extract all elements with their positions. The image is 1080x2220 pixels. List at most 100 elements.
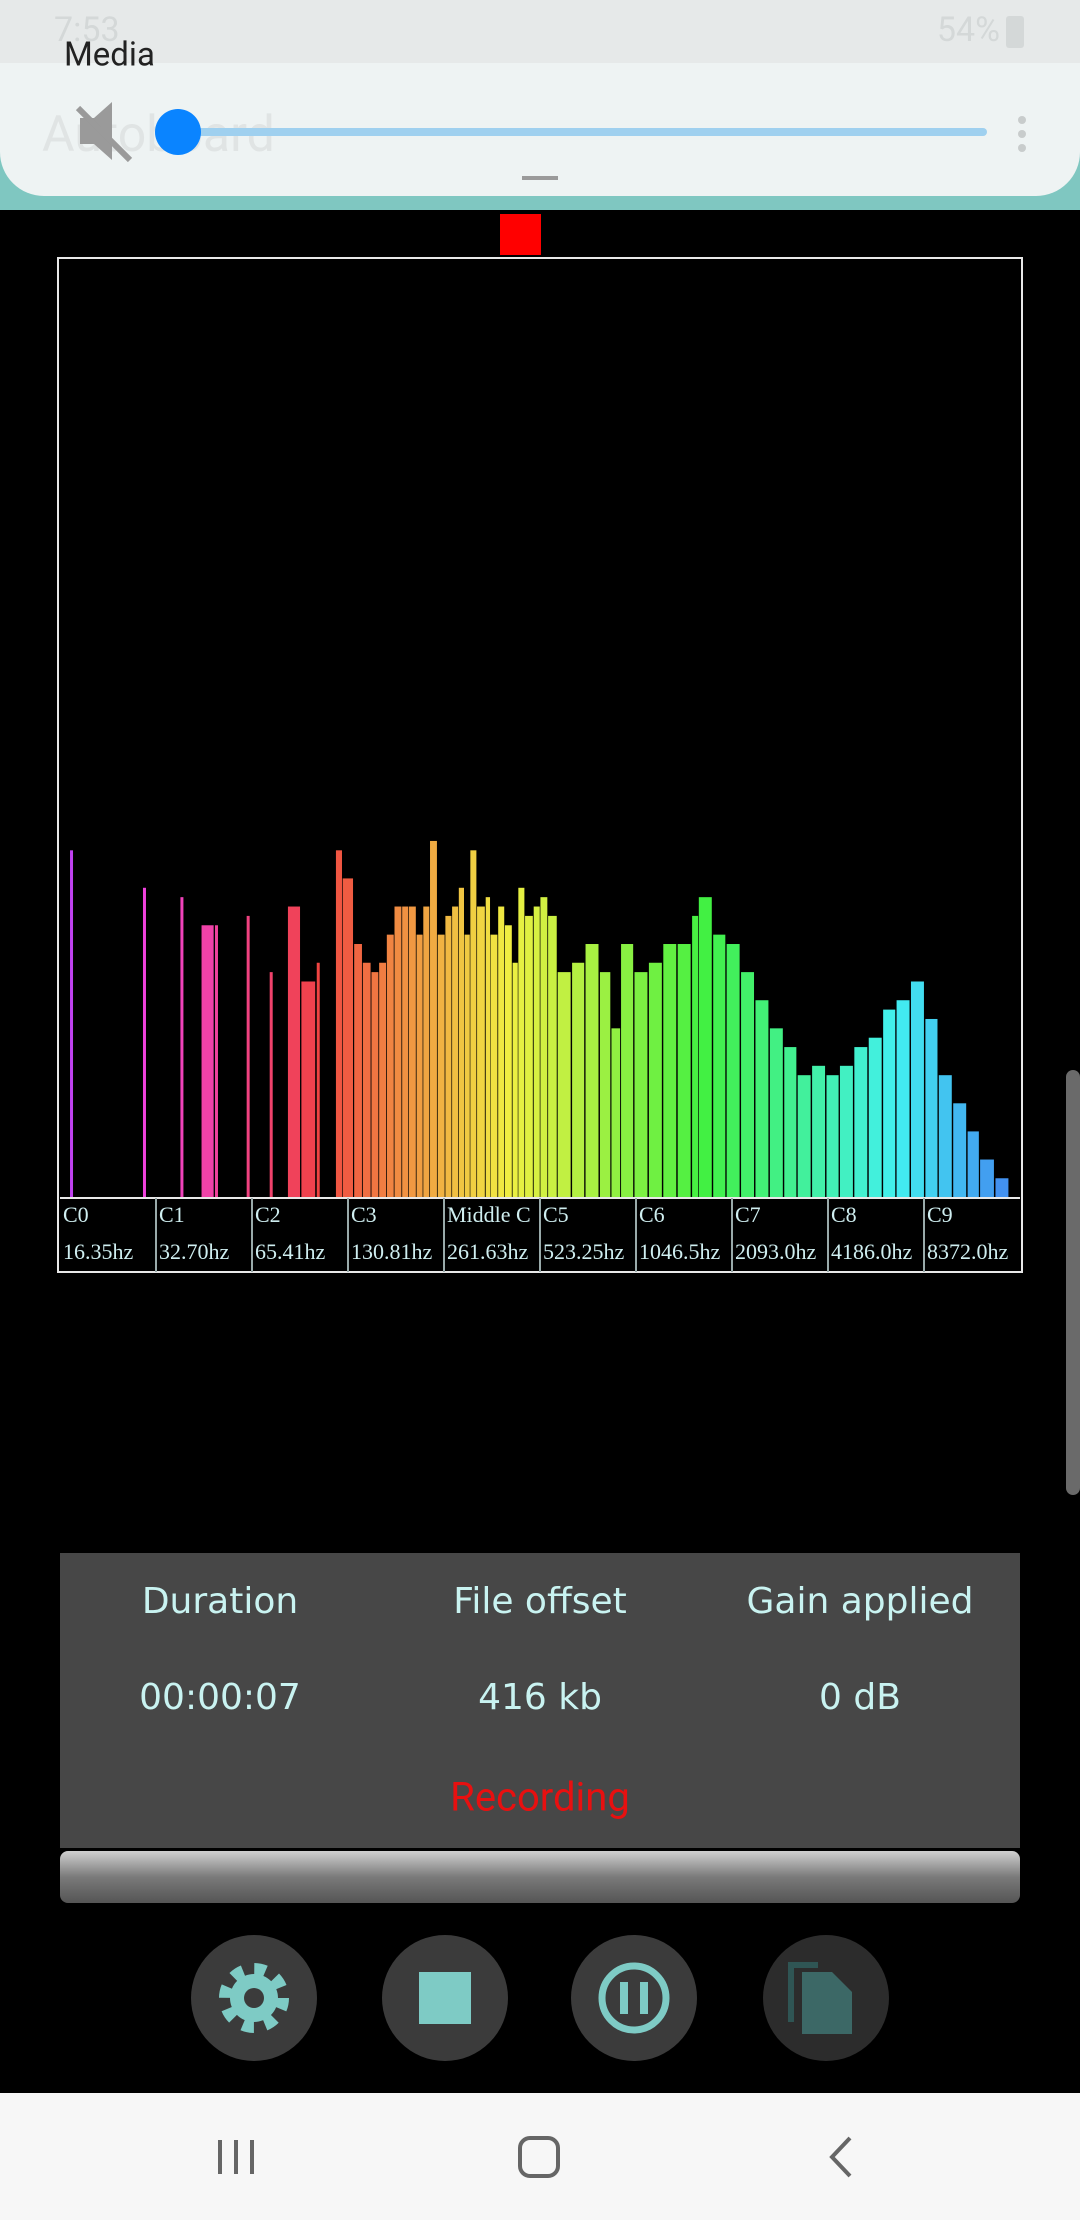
- spectrum-bar: [452, 906, 459, 1197]
- spectrum-bar: [995, 1178, 1009, 1197]
- spectrum-bar: [599, 972, 611, 1197]
- status-time: 7:53: [54, 10, 120, 50]
- stats-panel: [60, 1553, 1020, 1848]
- spectrum-bar: [726, 944, 740, 1197]
- spectrum-bar: [287, 906, 301, 1197]
- spectrum-bar: [611, 1028, 621, 1197]
- spectrum-bar: [402, 906, 409, 1197]
- spectrum-bar: [540, 897, 548, 1197]
- spectrum-bar: [386, 934, 394, 1197]
- spectrum-bar: [525, 915, 533, 1197]
- pause-button[interactable]: [571, 1935, 697, 2061]
- spectrum-bar: [967, 1131, 979, 1197]
- settings-button[interactable]: [191, 1935, 317, 2061]
- spectrum-bar: [470, 850, 477, 1197]
- spectrum-bar: [180, 897, 184, 1197]
- stat-value: 0 dB: [819, 1677, 901, 1718]
- note-label: C5: [543, 1202, 569, 1227]
- stat-label: Duration: [142, 1581, 298, 1622]
- freq-label: 523.25hz: [543, 1239, 625, 1264]
- spectrum-bar: [430, 840, 437, 1197]
- spectrum-bar: [518, 887, 525, 1197]
- spectrum-bar: [621, 944, 634, 1197]
- spectrum-bar: [812, 1065, 826, 1197]
- spectrum-bar: [883, 1009, 896, 1197]
- spectrum-bar: [634, 972, 648, 1197]
- spectrum-bar: [485, 897, 491, 1197]
- spectrum-bar: [769, 1028, 783, 1197]
- level-indicator: [500, 214, 541, 255]
- back-button[interactable]: [829, 2136, 852, 2178]
- note-label: C7: [735, 1202, 761, 1227]
- freq-label: 8372.0hz: [927, 1239, 1009, 1264]
- spectrum-bar: [839, 1065, 853, 1197]
- spectrum-bar: [464, 934, 470, 1197]
- spectrum-bar: [246, 915, 250, 1197]
- note-label: C6: [639, 1202, 665, 1227]
- media-title: Media: [64, 36, 155, 75]
- spectrum-bar: [910, 981, 924, 1197]
- spectrum-bar: [784, 1047, 797, 1197]
- freq-label: 261.63hz: [447, 1239, 529, 1264]
- stat-label: Gain applied: [747, 1581, 974, 1622]
- battery-icon: [1006, 16, 1024, 48]
- spectrum-labels: C0 16.35hz C1 32.70hz C2 65.41hz C3 130.81hz Mid…: [63, 1198, 1009, 1272]
- spectrum-bar: [490, 934, 498, 1197]
- spectrum-bar: [512, 962, 518, 1197]
- spectrum-bar: [648, 962, 662, 1197]
- spectrum-bar: [663, 944, 677, 1197]
- spectrum-bar: [316, 962, 320, 1197]
- more-icon[interactable]: [1018, 116, 1026, 152]
- nav-bar: [0, 2093, 1080, 2220]
- spectrum-bars: [70, 840, 1009, 1197]
- freq-label: 32.70hz: [159, 1239, 230, 1264]
- spectrum-bar: [201, 925, 214, 1197]
- mute-icon[interactable]: [75, 102, 133, 163]
- stats: Duration 00:00:07 File offset 416 kb Gain ap…: [139, 1581, 973, 1718]
- spectrum-bar: [504, 925, 512, 1197]
- spectrum-bar: [755, 1000, 769, 1197]
- spectrum-bar: [980, 1159, 994, 1197]
- volume-thumb[interactable]: [155, 109, 201, 155]
- spectrum-bar: [142, 887, 146, 1197]
- spectrum-bar: [394, 906, 402, 1197]
- freq-label: 4186.0hz: [831, 1239, 913, 1264]
- spectrum-bar: [698, 897, 712, 1197]
- note-label: C8: [831, 1202, 857, 1227]
- spectrum-bar: [953, 1103, 967, 1197]
- stop-button[interactable]: [382, 1935, 508, 2061]
- spectrum-bar: [741, 972, 755, 1197]
- recents-button[interactable]: [218, 2140, 254, 2174]
- note-label: C0: [63, 1202, 89, 1227]
- spectrum-bar: [354, 944, 362, 1197]
- spectrum-bar: [437, 934, 445, 1197]
- home-button[interactable]: [518, 2136, 560, 2178]
- stat-value: 416 kb: [478, 1677, 602, 1718]
- spectrum-bar: [572, 962, 585, 1197]
- spectrum-bar: [301, 981, 316, 1197]
- spectrum-bar: [713, 934, 726, 1197]
- spectrum-bar: [896, 1000, 910, 1197]
- spectrum-bar: [445, 915, 452, 1197]
- stat-label: File offset: [453, 1581, 627, 1622]
- spectrum-bar: [925, 1018, 938, 1197]
- status-battery: 54%: [937, 10, 1000, 50]
- status-bar: [0, 0, 1080, 63]
- spectrum-bar: [269, 972, 273, 1197]
- spectrum-bar: [557, 972, 571, 1197]
- freq-label: 130.81hz: [351, 1239, 433, 1264]
- spectrum-bar: [548, 915, 557, 1197]
- freq-label: 1046.5hz: [639, 1239, 721, 1264]
- spectrum-bar: [423, 906, 430, 1197]
- spectrum-bar: [214, 925, 218, 1197]
- spectrum-bar: [477, 906, 485, 1197]
- files-button[interactable]: [763, 1935, 889, 2061]
- spectrum-bar: [408, 906, 416, 1197]
- freq-label: 65.41hz: [255, 1239, 326, 1264]
- spectrum-bar: [335, 850, 342, 1197]
- spectrum-bar: [677, 944, 691, 1197]
- stat-value: 00:00:07: [139, 1677, 301, 1718]
- spectrum-bar: [692, 915, 699, 1197]
